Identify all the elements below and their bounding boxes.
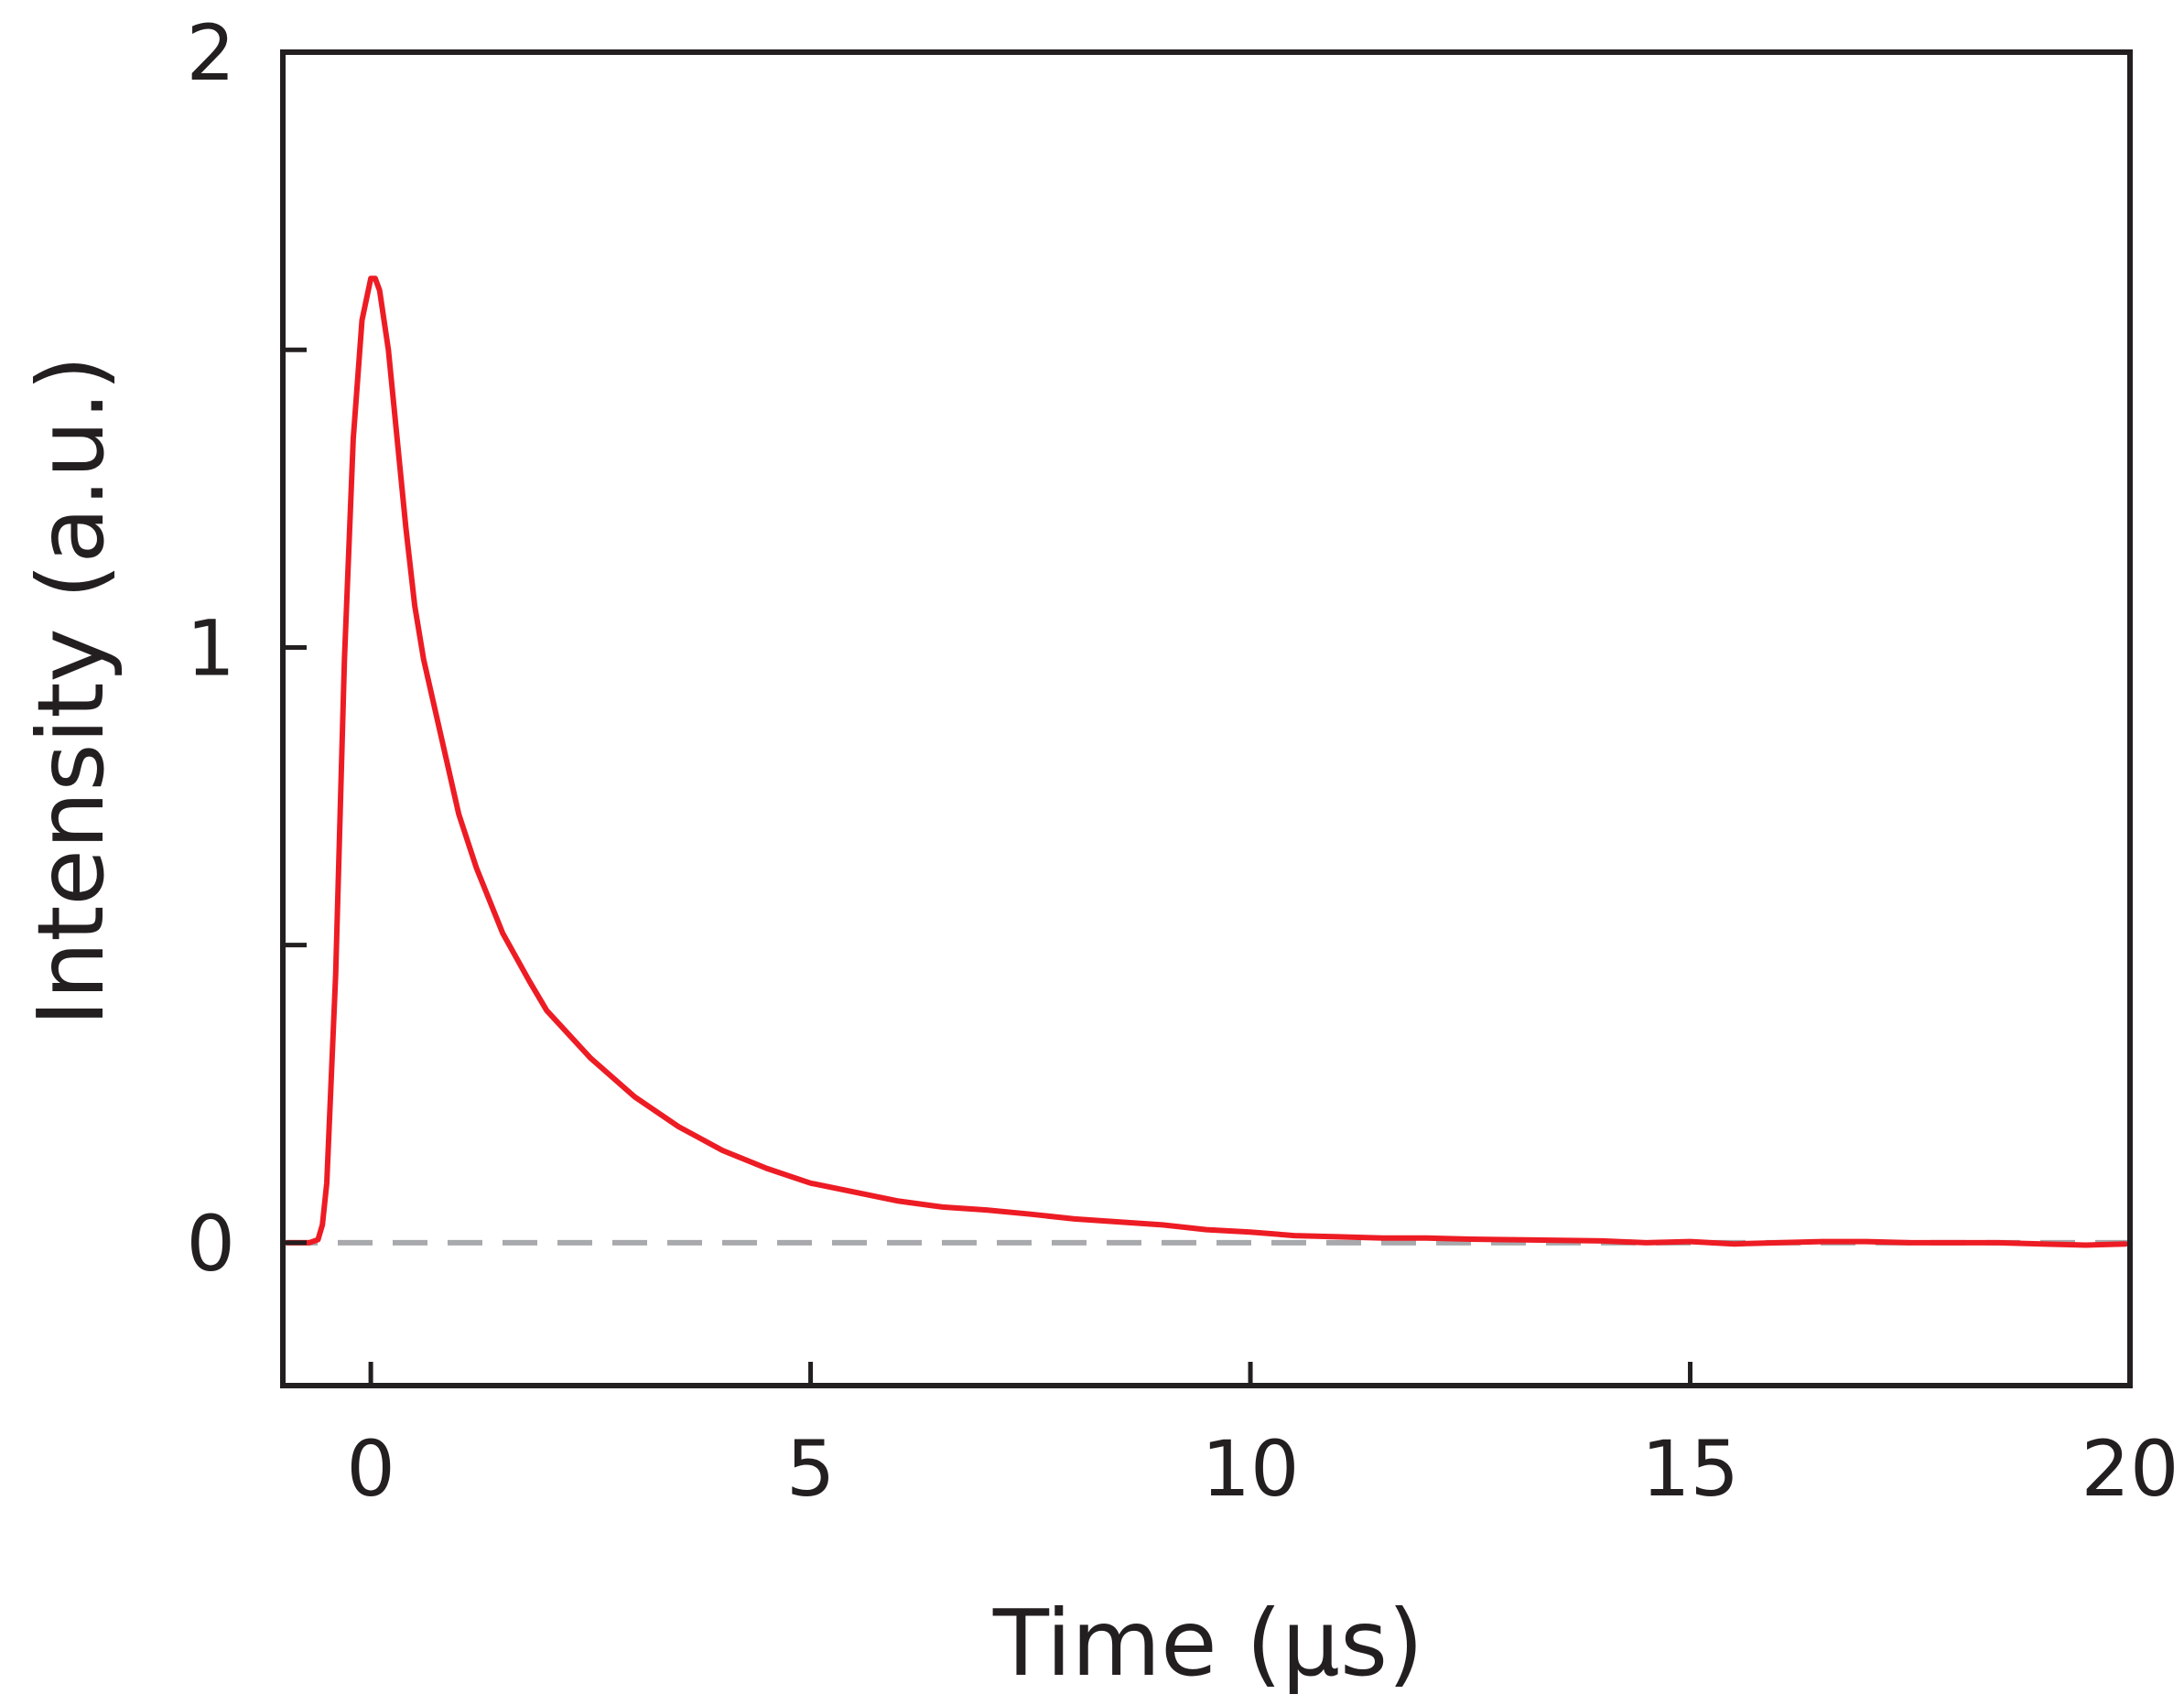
x-tick-label: 15 [1641, 1424, 1739, 1514]
x-tick-label: 20 [2081, 1424, 2179, 1514]
y-tick-label: 1 [187, 603, 235, 693]
plot-frame [280, 49, 2133, 1388]
y-tick-label: 2 [187, 8, 235, 98]
x-axis-title: Time (µs) [992, 1590, 1423, 1697]
tick-labels: 0 5 10 15 20 0 1 2 [187, 8, 2179, 1514]
series-line-0 [284, 275, 2129, 1248]
plot-area [283, 275, 2130, 1248]
x-tick-label: 10 [1202, 1424, 1300, 1514]
y-axis-title: Intensity (a.u.) [17, 355, 124, 1026]
x-tick-label: 5 [786, 1424, 835, 1514]
y-tick-label: 0 [187, 1199, 235, 1289]
x-tick-label: 0 [346, 1424, 395, 1514]
axis-ticks [283, 49, 2133, 1386]
